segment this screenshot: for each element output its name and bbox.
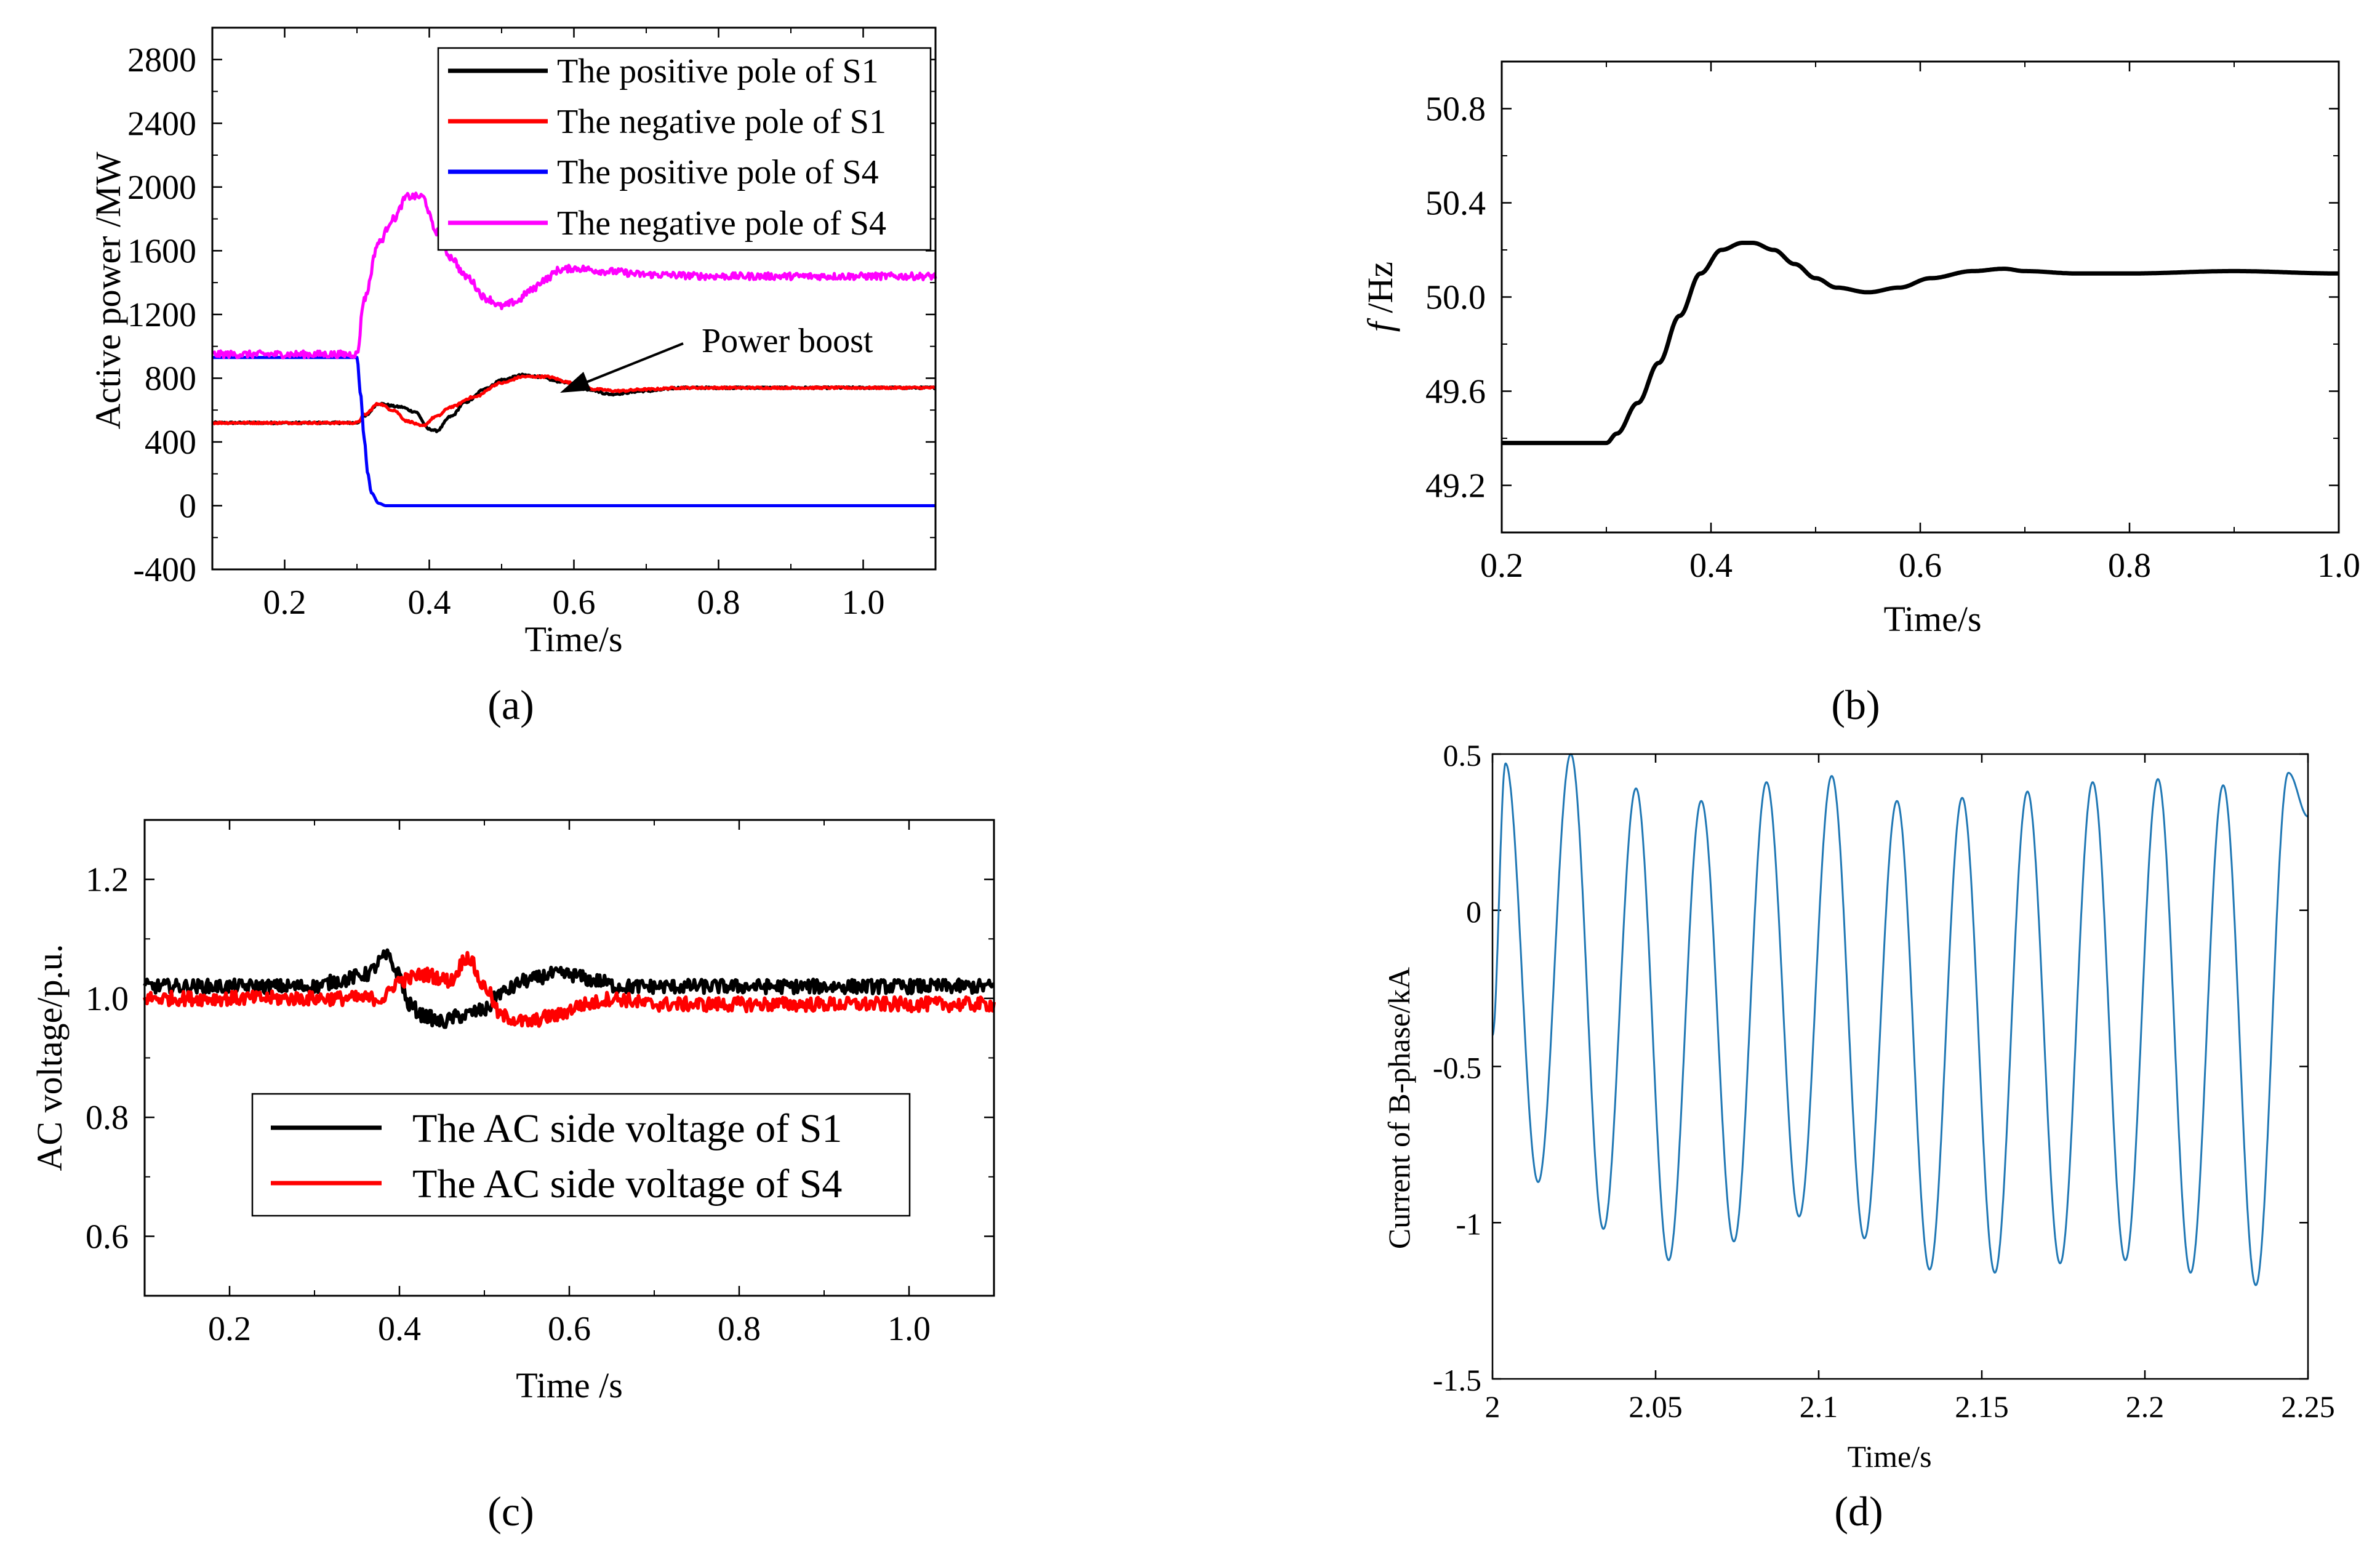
panel-d-label: (d)	[1834, 1488, 1883, 1535]
panel-a-annotation-label: Power boost	[702, 322, 873, 360]
y-tick-label: 0.5	[1443, 738, 1482, 773]
series-line-1	[1491, 753, 2309, 1287]
panel-a-active-power-chart: 0.2 0.4 0.6 0.8 1.0 -400 0 400 800 1200 1600 2000 24…	[88, 26, 937, 728]
panel-d-y-axis-label: Current of B-phase/kA	[1382, 967, 1416, 1249]
y-tick-label: 49.2	[1425, 467, 1486, 505]
panel-b-plot-frame	[1501, 60, 2340, 534]
y-tick-label: 2000	[127, 169, 196, 207]
panel-c-legend-label-1: The AC side voltage of S1	[412, 1106, 842, 1151]
panel-d-plot-frame	[1491, 753, 2309, 1380]
y-tick-label: 800	[145, 359, 196, 398]
panel-c-plot-frame	[143, 819, 995, 1297]
x-tick-label: 0.4	[1689, 547, 1733, 585]
panel-a-legend-box	[437, 47, 932, 251]
y-tick-label: 0	[179, 487, 196, 525]
panel-c-ac-voltage-chart: 0.2 0.4 0.6 0.8 1.0 0.6 0.8 1.0 1.2 The AC side …	[30, 819, 996, 1535]
panel-a-x-axis-label: Time/s	[524, 619, 622, 659]
y-tick-label: 2800	[127, 41, 196, 79]
panel-a-annotation-arrowhead	[560, 372, 591, 393]
panel-a-legend-label-1: The positive pole of S1	[557, 52, 879, 90]
y-tick-label: 1200	[127, 296, 196, 334]
x-tick-label: 1.0	[842, 584, 885, 622]
y-tick-label: 49.6	[1425, 373, 1486, 411]
panel-a-annotation: Power boost	[560, 322, 873, 393]
panel-b-label: (b)	[1831, 681, 1880, 728]
x-tick-label: 0.2	[263, 584, 307, 622]
panel-b-x-axis-label: Time/s	[1883, 599, 1981, 639]
panel-d-ticks: 2 2.05 2.1 2.15 2.2 2.25 -1.5 -1 -0.5 0 0.5	[1433, 738, 2335, 1424]
y-tick-label: 1.2	[86, 861, 129, 899]
panel-c-label: (c)	[487, 1488, 534, 1535]
y-tick-label: 400	[145, 424, 196, 462]
x-tick-label: 2.15	[1955, 1389, 2009, 1424]
panel-d-current-chart: 2 2.05 2.1 2.15 2.2 2.25 -1.5 -1 -0.5 0 0.5 Time/s…	[1382, 738, 2335, 1535]
panel-a-annotation-arrow-line	[578, 342, 684, 387]
panel-b-ticks: 0.2 0.4 0.6 0.8 1.0 49.2 49.6 50.0 50.4 50.8	[1425, 61, 2360, 585]
y-tick-label: 50.8	[1425, 90, 1486, 129]
x-tick-label: 0.8	[697, 584, 740, 622]
panel-c-legend-box	[251, 1093, 911, 1217]
x-tick-label: 1.0	[887, 1310, 931, 1348]
y-tick-label: -0.5	[1433, 1051, 1481, 1085]
y-tick-label: 0	[1466, 894, 1481, 929]
panel-c-ticks: 0.2 0.4 0.6 0.8 1.0 0.6 0.8 1.0 1.2	[86, 819, 995, 1348]
x-tick-label: 0.8	[2108, 547, 2151, 585]
x-tick-label: 2.25	[2281, 1389, 2335, 1424]
x-tick-label: 1.0	[2317, 547, 2360, 585]
y-tick-label: -1.5	[1433, 1363, 1481, 1397]
panel-d-x-axis-label: Time/s	[1847, 1439, 1931, 1474]
panel-b-frequency-chart: 0.2 0.4 0.6 0.8 1.0 49.2 49.6 50.0 50.4 50.8 Time…	[1360, 60, 2360, 728]
panel-a-label: (a)	[487, 681, 534, 728]
panel-b-y-axis-label: f /Hz	[1360, 262, 1400, 332]
panel-d-plot-lines	[1491, 753, 2309, 1287]
panel-b-y-axis-label-rest: /Hz	[1360, 262, 1400, 322]
x-tick-label: 0.4	[408, 584, 451, 622]
series-line-2	[143, 950, 996, 1028]
panel-c-legend: The AC side voltage of S1 The AC side vo…	[251, 1093, 911, 1217]
panel-c-y-axis-label: AC voltage/p.u.	[30, 944, 70, 1171]
panel-c-x-axis-label: Time /s	[516, 1365, 623, 1405]
series-line-1	[1501, 241, 2340, 446]
y-tick-label: 50.4	[1425, 185, 1486, 223]
panel-a-ticks: 0.2 0.4 0.6 0.8 1.0 -400 0 400 800 1200 1600 2000 24…	[127, 27, 936, 622]
x-tick-label: 0.6	[1899, 547, 1942, 585]
panel-a-plot-frame	[211, 26, 937, 571]
y-tick-label: 0.6	[86, 1218, 129, 1256]
series-line-1	[143, 948, 995, 1029]
panel-a-y-axis-label: Active power /MW	[88, 151, 128, 429]
y-tick-label: 50.0	[1425, 279, 1486, 317]
panel-c-plot-lines	[143, 948, 996, 1029]
x-tick-label: 0.2	[208, 1310, 251, 1348]
x-tick-label: 2.05	[1629, 1389, 1683, 1424]
panel-a-legend-label-3: The positive pole of S4	[557, 153, 879, 191]
panel-a-legend: The positive pole of S1 The negative pol…	[437, 47, 932, 251]
panel-c-legend-label-2: The AC side voltage of S4	[412, 1162, 842, 1207]
y-tick-label: 2400	[127, 105, 196, 143]
x-tick-label: 2	[1485, 1389, 1501, 1424]
y-tick-label: -1	[1456, 1207, 1481, 1241]
series-line-3	[212, 356, 936, 507]
y-tick-label: 0.8	[86, 1099, 129, 1137]
x-tick-label: 0.2	[1480, 547, 1523, 585]
x-tick-label: 0.4	[378, 1310, 421, 1348]
y-tick-label: 1600	[127, 232, 196, 270]
series-line-4	[212, 191, 937, 359]
panel-a-legend-label-4: The negative pole of S4	[557, 204, 886, 243]
panel-b-plot-lines	[1501, 241, 2340, 446]
y-tick-label: 1.0	[86, 980, 129, 1018]
y-tick-label: -400	[133, 551, 196, 589]
x-tick-label: 0.6	[548, 1310, 591, 1348]
x-tick-label: 0.6	[553, 584, 596, 622]
x-tick-label: 0.8	[718, 1310, 761, 1348]
x-tick-label: 2.2	[2126, 1389, 2165, 1424]
panel-a-legend-label-2: The negative pole of S1	[557, 103, 886, 141]
x-tick-label: 2.1	[1800, 1389, 1838, 1424]
